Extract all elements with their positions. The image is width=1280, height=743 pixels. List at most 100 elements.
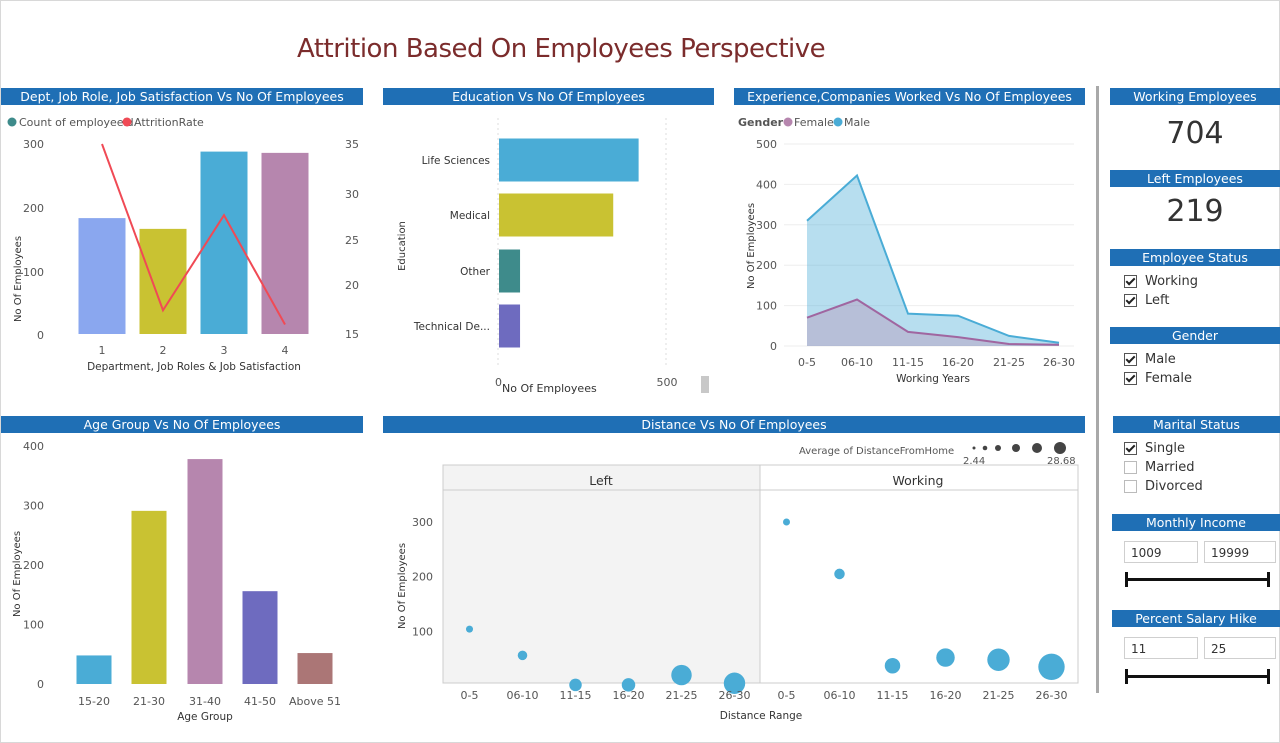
male-line[interactable] xyxy=(806,173,1060,344)
size-legend-dot xyxy=(1032,443,1042,453)
checkbox-checked-icon[interactable] xyxy=(1124,371,1137,385)
page-title: Attrition Based On Employees Perspective xyxy=(297,34,826,64)
distance-point[interactable] xyxy=(936,648,955,667)
checkbox-checked-icon[interactable] xyxy=(1124,441,1137,455)
status-option-left[interactable]: Left xyxy=(1124,291,1169,309)
checkbox-checked-icon[interactable] xyxy=(1124,352,1137,366)
education-bar[interactable] xyxy=(499,304,521,348)
distance-x-axis-label: Distance Range xyxy=(720,710,803,722)
experience-y-tick: 0 xyxy=(770,340,777,353)
gender-option-male[interactable]: Male xyxy=(1124,350,1176,368)
salary-hike-slider-min-handle[interactable] xyxy=(1125,669,1128,684)
distance-chart-header: Distance Vs No Of Employees xyxy=(383,416,1085,433)
age-bar[interactable] xyxy=(242,591,278,684)
status-option-label: Working xyxy=(1145,273,1199,289)
female-line[interactable] xyxy=(806,298,1060,346)
dept-bar[interactable] xyxy=(139,228,187,334)
education-bar[interactable] xyxy=(499,249,521,293)
male-area[interactable] xyxy=(807,175,1059,346)
salary-hike-slider[interactable] xyxy=(1125,675,1270,678)
distance-point[interactable] xyxy=(884,658,901,674)
distance-point[interactable] xyxy=(466,625,473,633)
distance-point[interactable] xyxy=(723,672,746,694)
monthly-income-slider-max-handle[interactable] xyxy=(1267,572,1270,587)
dept-bar[interactable] xyxy=(261,152,309,334)
education-bar[interactable] xyxy=(499,138,639,182)
monthly-income-slider[interactable] xyxy=(1125,578,1270,581)
distance-point[interactable] xyxy=(1038,653,1065,681)
distance-y-tick: 300 xyxy=(412,516,433,529)
experience-x-tick: 06-10 xyxy=(841,356,873,369)
marital-option-married[interactable]: Married xyxy=(1124,458,1195,476)
age-x-tick: 15-20 xyxy=(78,695,110,708)
experience-y-tick: 100 xyxy=(756,300,777,313)
gender-header: Gender xyxy=(1110,327,1280,344)
size-legend-dot xyxy=(1054,442,1066,454)
experience-chart[interactable]: Gender Female Male No Of Employees 500 40… xyxy=(734,106,1086,388)
experience-x-tick: 0-5 xyxy=(798,356,816,369)
female-area[interactable] xyxy=(807,299,1059,346)
checkbox-checked-icon[interactable] xyxy=(1124,274,1137,288)
age-y-tick: 300 xyxy=(23,500,44,513)
distance-chart[interactable]: Average of DistanceFromHome 2.44 28.68 L… xyxy=(383,434,1088,726)
age-bar[interactable] xyxy=(131,510,167,684)
education-scrollbar[interactable] xyxy=(701,376,709,393)
experience-x-tick: 11-15 xyxy=(892,356,924,369)
status-option-working[interactable]: Working xyxy=(1124,272,1198,290)
distance-size-legend xyxy=(972,442,1066,454)
distance-point[interactable] xyxy=(834,568,845,580)
marital-option-single[interactable]: Single xyxy=(1124,439,1185,457)
salary-hike-max-input[interactable]: 25 xyxy=(1204,637,1276,659)
checkbox-checked-icon[interactable] xyxy=(1124,293,1137,307)
distance-point[interactable] xyxy=(987,648,1010,671)
age-bar[interactable] xyxy=(76,655,112,684)
distance-y-tick: 100 xyxy=(412,625,433,638)
monthly-income-min-input[interactable]: 1009 xyxy=(1124,541,1198,563)
distance-point[interactable] xyxy=(783,518,790,526)
age-y-tick: 400 xyxy=(23,440,44,453)
distance-x-tick: 06-10 xyxy=(507,689,539,702)
dept-chart[interactable]: Count of employeeid AttritionRate No Of … xyxy=(0,106,365,384)
dept-bar[interactable] xyxy=(78,218,126,334)
distance-point[interactable] xyxy=(517,650,528,661)
education-category-label: Life Sciences xyxy=(422,155,490,167)
marital-option-divorced[interactable]: Divorced xyxy=(1124,477,1203,495)
education-category-label: Medical xyxy=(450,210,490,222)
age-y-tick: 100 xyxy=(23,619,44,632)
education-bar[interactable] xyxy=(499,193,614,237)
marital-option-label: Divorced xyxy=(1145,478,1203,494)
age-chart[interactable]: No Of Employees 400 300 200 100 0 15-20 21-30… xyxy=(0,434,365,726)
distance-point[interactable] xyxy=(569,678,582,692)
monthly-income-slider-min-handle[interactable] xyxy=(1125,572,1128,587)
checkbox-unchecked-icon[interactable] xyxy=(1124,460,1137,474)
education-category-label: Other xyxy=(460,266,490,278)
distance-x-tick: 26-30 xyxy=(1036,689,1068,702)
experience-x-axis-label: Working Years xyxy=(896,373,970,385)
dept-right-ticks: 35 30 25 20 15 xyxy=(345,138,359,341)
distance-x-tick: 0-5 xyxy=(778,689,796,702)
size-legend-dot xyxy=(1012,444,1020,452)
attrition-rate-line[interactable] xyxy=(101,143,286,325)
age-bar[interactable] xyxy=(187,459,223,684)
experience-x-tick: 21-25 xyxy=(993,356,1025,369)
dept-y-axis-label: No Of Employees xyxy=(13,236,24,322)
marital-option-label: Married xyxy=(1145,459,1195,475)
dept-x-axis-label: Department, Job Roles & Job Satisfaction xyxy=(87,361,301,373)
distance-point[interactable] xyxy=(621,678,636,692)
age-bar[interactable] xyxy=(297,653,333,684)
checkbox-unchecked-icon[interactable] xyxy=(1124,479,1137,493)
dept-y2-tick: 20 xyxy=(345,279,359,292)
education-chart[interactable]: Education Life Sciences Medical Other Techn… xyxy=(383,106,715,396)
distance-x-tick: 26-30 xyxy=(719,689,751,702)
legend-attrition-label: AttritionRate xyxy=(134,116,204,129)
size-legend-dot xyxy=(995,445,1001,451)
experience-x-tick: 26-30 xyxy=(1043,356,1075,369)
age-x-tick: 31-40 xyxy=(189,695,221,708)
gender-option-female[interactable]: Female xyxy=(1124,369,1192,387)
dept-y2-tick: 25 xyxy=(345,234,359,247)
monthly-income-max-input[interactable]: 19999 xyxy=(1204,541,1276,563)
salary-hike-min-input[interactable]: 11 xyxy=(1124,637,1198,659)
distance-point[interactable] xyxy=(671,664,692,686)
salary-hike-slider-max-handle[interactable] xyxy=(1267,669,1270,684)
distance-x-tick: 21-25 xyxy=(666,689,698,702)
